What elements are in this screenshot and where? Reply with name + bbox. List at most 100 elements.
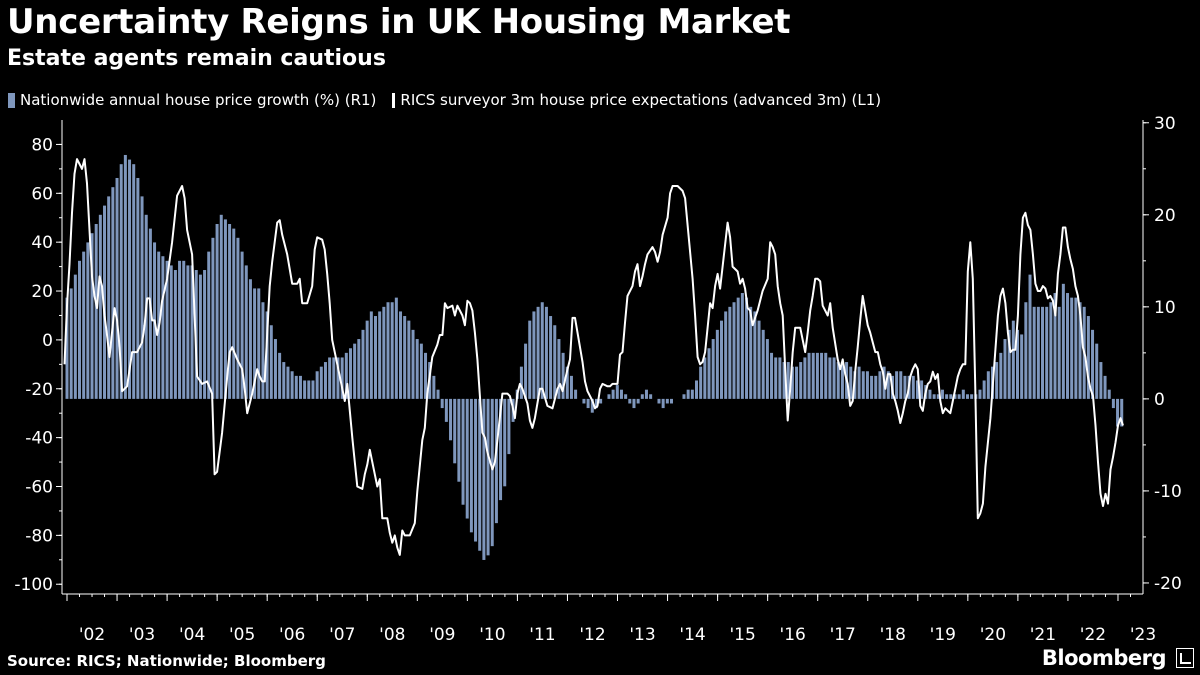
chart-title: Uncertainty Reigns in UK Housing Market bbox=[7, 2, 791, 42]
bar bbox=[720, 320, 724, 399]
bar bbox=[440, 398, 444, 409]
bar bbox=[465, 398, 469, 519]
bar bbox=[786, 362, 790, 399]
bar bbox=[632, 398, 636, 409]
bar bbox=[669, 398, 673, 404]
bar bbox=[1107, 389, 1111, 399]
bar bbox=[761, 329, 765, 399]
bar bbox=[73, 274, 77, 399]
bar bbox=[365, 320, 369, 399]
bar bbox=[1066, 293, 1070, 399]
bar bbox=[899, 371, 903, 399]
bar bbox=[565, 366, 569, 399]
bar bbox=[1099, 362, 1103, 399]
bar bbox=[574, 389, 578, 399]
bar bbox=[615, 385, 619, 399]
bar bbox=[307, 380, 311, 399]
bar bbox=[682, 394, 686, 399]
bar bbox=[369, 311, 373, 399]
bar bbox=[995, 362, 999, 399]
chart-expand-icon[interactable] bbox=[1176, 648, 1194, 668]
bar bbox=[536, 306, 540, 399]
bar bbox=[1116, 398, 1120, 427]
bar bbox=[499, 398, 503, 501]
left-tick-label: 40 bbox=[31, 233, 53, 253]
legend-item-line: RICS surveyor 3m house price expectation… bbox=[392, 91, 881, 109]
bar bbox=[778, 357, 782, 399]
bar bbox=[90, 233, 94, 399]
bar bbox=[957, 394, 961, 399]
bar bbox=[711, 339, 715, 399]
bar bbox=[482, 398, 486, 560]
line-series bbox=[63, 158, 1124, 556]
bar bbox=[961, 389, 965, 399]
bar bbox=[361, 329, 365, 399]
bar bbox=[586, 398, 590, 409]
bar bbox=[340, 357, 344, 399]
bar bbox=[1086, 316, 1090, 399]
bar bbox=[982, 380, 986, 399]
bar bbox=[207, 251, 211, 399]
bar bbox=[419, 343, 423, 399]
bar bbox=[390, 302, 394, 399]
bar bbox=[432, 375, 436, 399]
bar bbox=[1041, 306, 1045, 399]
bar bbox=[215, 224, 219, 399]
x-tick-label: '09 bbox=[429, 625, 455, 640]
bar bbox=[895, 371, 899, 399]
bar bbox=[1053, 293, 1057, 399]
bar bbox=[173, 270, 177, 399]
bar bbox=[378, 311, 382, 399]
bar bbox=[799, 362, 803, 399]
right-tick-label: 0 bbox=[1154, 390, 1165, 410]
bar bbox=[1070, 297, 1074, 399]
bar bbox=[949, 394, 953, 399]
bar bbox=[540, 302, 544, 399]
bar bbox=[607, 394, 611, 399]
bar bbox=[136, 177, 140, 399]
bar bbox=[1091, 329, 1095, 399]
bar bbox=[932, 394, 936, 399]
bar bbox=[861, 371, 865, 399]
bar bbox=[474, 398, 478, 542]
bar bbox=[436, 389, 440, 399]
right-tick-label: -10 bbox=[1154, 482, 1182, 502]
right-tick-label: 20 bbox=[1154, 206, 1176, 226]
bar bbox=[1028, 274, 1032, 399]
bar bbox=[857, 366, 861, 399]
bar bbox=[569, 375, 573, 399]
bar bbox=[795, 366, 799, 399]
bar bbox=[1016, 329, 1019, 399]
bar bbox=[407, 320, 411, 399]
bar bbox=[415, 339, 419, 399]
bar bbox=[357, 339, 361, 399]
x-tick-label: '08 bbox=[379, 625, 405, 640]
axes: 80 60 40 20 0 -20 -40 -60 -80 -100 30 20 10 0 -10 -20 '0… bbox=[14, 114, 1181, 640]
bar bbox=[211, 237, 215, 399]
bar bbox=[1095, 343, 1099, 399]
bar bbox=[820, 352, 824, 399]
bar bbox=[65, 297, 69, 399]
bar bbox=[870, 375, 874, 399]
bar bbox=[849, 366, 853, 399]
x-tick-label: '21 bbox=[1030, 625, 1056, 640]
bar bbox=[257, 288, 261, 399]
bar bbox=[765, 339, 769, 399]
bar-series bbox=[65, 154, 1124, 560]
bar bbox=[103, 205, 107, 399]
bar bbox=[111, 187, 115, 399]
bar bbox=[457, 398, 461, 482]
bar bbox=[319, 366, 323, 399]
bar bbox=[970, 394, 974, 399]
bar bbox=[911, 375, 915, 399]
bar bbox=[344, 352, 348, 399]
bar bbox=[828, 357, 832, 399]
bar bbox=[695, 380, 698, 399]
bar bbox=[303, 380, 307, 399]
bar bbox=[386, 302, 390, 399]
bar bbox=[411, 329, 415, 399]
bar bbox=[78, 260, 82, 399]
bar bbox=[82, 251, 86, 399]
bar bbox=[740, 293, 744, 399]
bar bbox=[132, 164, 136, 399]
